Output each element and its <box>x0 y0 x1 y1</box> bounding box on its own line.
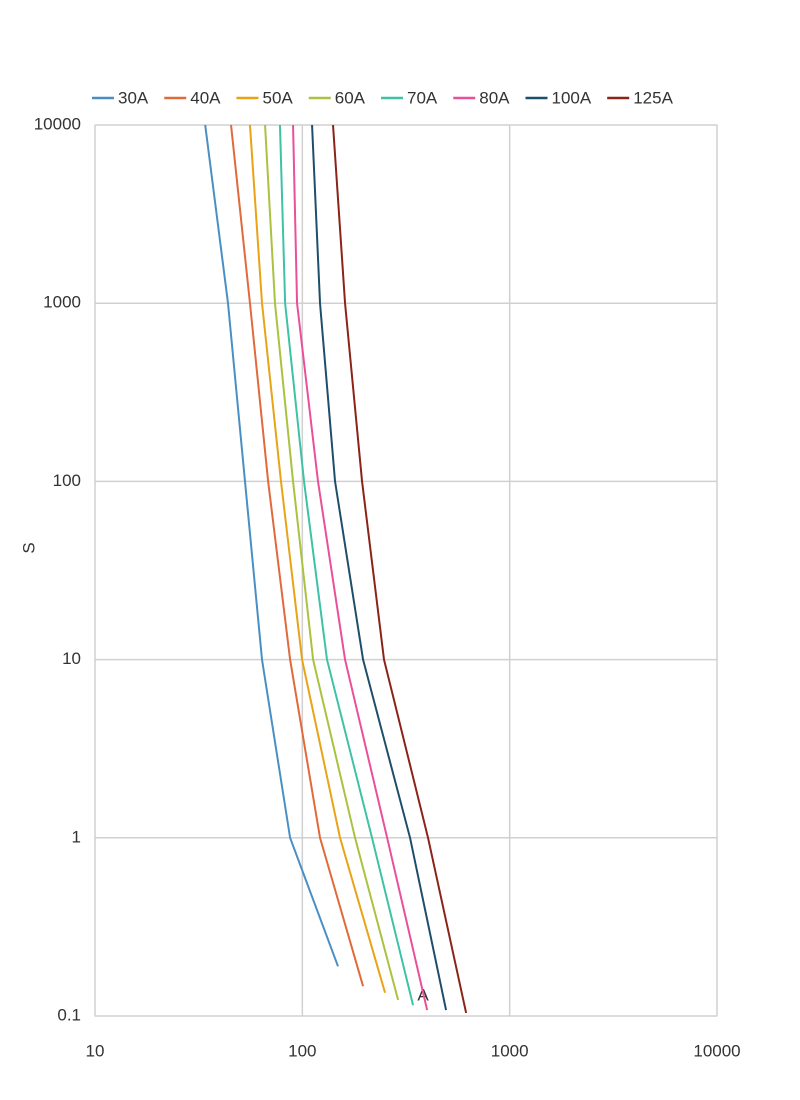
legend-label: 40A <box>190 88 221 107</box>
y-tick-label: 1000 <box>43 293 81 312</box>
y-tick-label: 0.1 <box>57 1005 81 1024</box>
data-line <box>248 124 387 994</box>
x-tick-label: 1000 <box>491 1041 529 1060</box>
legend-label: 100A <box>552 88 592 107</box>
y-axis-label: S <box>19 542 38 553</box>
data-line <box>204 124 339 967</box>
y-tick-label: 10000 <box>34 114 81 133</box>
legend-label: 80A <box>479 88 510 107</box>
y-tick-label: 100 <box>53 471 81 490</box>
data-line <box>278 124 415 1006</box>
legend-label: 30A <box>118 88 149 107</box>
data-line <box>311 124 448 1011</box>
x-tick-label: 10000 <box>693 1041 740 1060</box>
x-tick-label: 100 <box>288 1041 316 1060</box>
y-tick-label: 1 <box>72 827 81 846</box>
data-line <box>292 124 429 1011</box>
legend-label: 50A <box>263 88 294 107</box>
plot-frame <box>94 124 718 1017</box>
x-tick-label: 10 <box>86 1041 105 1060</box>
data-line <box>230 124 365 987</box>
y-tick-label: 10 <box>62 649 81 668</box>
legend-label: 70A <box>407 88 438 107</box>
data-line <box>332 124 468 1014</box>
legend-label: 125A <box>633 88 673 107</box>
data-line <box>264 124 400 1001</box>
legend-label: 60A <box>335 88 366 107</box>
